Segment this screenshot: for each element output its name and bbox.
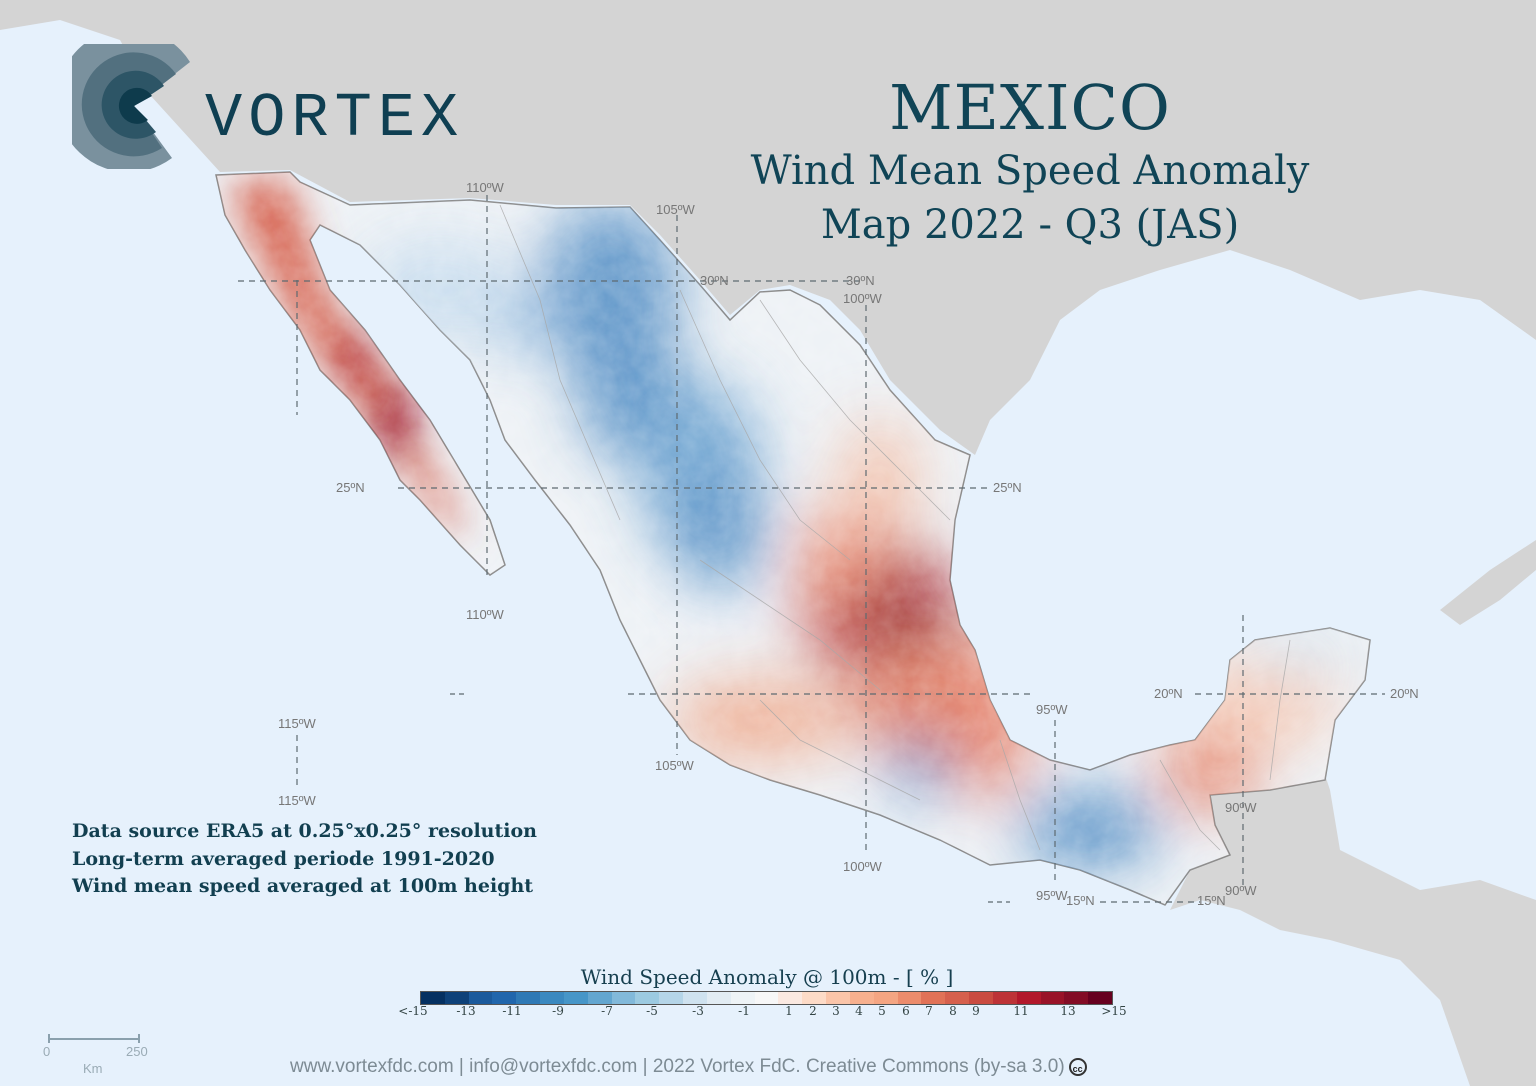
legend-tick-label: 3 — [832, 1004, 840, 1018]
graticule-label: 100ºW — [843, 291, 882, 306]
legend-swatch — [969, 992, 993, 1004]
footer-text: www.vortexfdc.com | info@vortexfdc.com |… — [290, 1056, 1065, 1077]
legend-swatch — [897, 992, 922, 1004]
legend-tick-label: 13 — [1060, 1004, 1076, 1018]
legend-tick-label: -5 — [646, 1004, 658, 1018]
legend-tick-label: 2 — [809, 1004, 817, 1018]
legend-title: Wind Speed Anomaly @ 100m - [ % ] — [580, 965, 954, 989]
legend-swatch — [754, 992, 779, 1004]
brand-name: VORTEX — [205, 83, 465, 154]
legend-swatch — [992, 992, 1017, 1004]
graticule-label: 90ºW — [1225, 800, 1257, 815]
legend-tick-label: 1 — [785, 1004, 793, 1018]
legend-tick-label: -3 — [692, 1004, 704, 1018]
legend-swatch — [945, 992, 970, 1004]
graticule-label: 30ºN — [846, 273, 875, 288]
legend-tick-label: 5 — [878, 1004, 886, 1018]
graticule-label: 15ºN — [1197, 893, 1226, 908]
legend-swatch — [849, 992, 874, 1004]
legend-tick-label: >15 — [1101, 1004, 1127, 1018]
map-subtitle-line2: Map 2022 - Q3 (JAS) — [820, 202, 1240, 248]
legend-tick-label: -7 — [601, 1004, 613, 1018]
legend-swatch — [540, 992, 564, 1004]
graticule-label: 30ºN — [700, 273, 729, 288]
scale-bar-tick-end — [138, 1034, 140, 1043]
scale-start-label: 0 — [43, 1044, 51, 1059]
legend-tick-label: 9 — [972, 1004, 980, 1018]
graticule-label: 20ºN — [1154, 686, 1183, 701]
graticule-label: 95ºW — [1036, 702, 1068, 717]
legend-swatch — [706, 992, 731, 1004]
legend-swatch — [611, 992, 636, 1004]
info-line-source: Data source ERA5 at 0.25°x0.25° resoluti… — [72, 820, 537, 842]
legend-tick-label: -13 — [456, 1004, 476, 1018]
legend-tick-label: 11 — [1013, 1004, 1029, 1018]
legend-swatch — [444, 992, 469, 1004]
legend-swatch — [826, 992, 850, 1004]
graticule-label: 95ºW — [1036, 888, 1068, 903]
legend-swatch — [659, 992, 684, 1004]
graticule-label: 115ºW — [278, 716, 316, 731]
legend-tick-label: <-15 — [398, 1004, 428, 1018]
legend-tick-label: -11 — [502, 1004, 522, 1018]
footer-credits: www.vortexfdc.com | info@vortexfdc.com |… — [290, 1056, 1087, 1078]
scale-bar-tick-start — [48, 1034, 50, 1043]
legend-swatch — [778, 992, 803, 1004]
scale-bar-line — [48, 1038, 140, 1040]
legend-swatch — [516, 992, 541, 1004]
legend-swatch — [1088, 992, 1113, 1004]
graticule-label: 105ºW — [655, 758, 694, 773]
info-line-period: Long-term averaged periode 1991-2020 — [72, 847, 495, 870]
legend-tick-label: -9 — [552, 1004, 564, 1018]
country-title: MEXICO — [889, 71, 1171, 144]
legend-swatch — [873, 992, 898, 1004]
legend-swatch — [587, 992, 612, 1004]
graticule-label: 110ºW — [466, 607, 504, 622]
legend-tick-label: 7 — [925, 1004, 933, 1018]
graticule-label: 115ºW — [278, 793, 316, 808]
legend-tick-label: 6 — [902, 1004, 910, 1018]
scale-unit-label: Km — [83, 1061, 103, 1076]
graticule-label: 25ºN — [993, 480, 1022, 495]
legend-tick-label: 8 — [949, 1004, 957, 1018]
legend-swatch — [421, 992, 445, 1004]
data-source-info: Data source ERA5 at 0.25°x0.25° resoluti… — [72, 818, 537, 901]
legend-swatch — [635, 992, 660, 1004]
legend-swatch — [468, 992, 493, 1004]
legend-colorbar — [420, 991, 1113, 1005]
graticule-label: 90ºW — [1225, 883, 1257, 898]
scale-bar — [46, 1034, 141, 1044]
legend-swatch — [1016, 992, 1041, 1004]
map-title-block: MEXICO Wind Mean Speed Anomaly Map 2022 … — [740, 72, 1320, 252]
legend-swatch — [492, 992, 517, 1004]
legend-tick-label: -1 — [738, 1004, 750, 1018]
map-subtitle-line1: Wind Mean Speed Anomaly — [750, 148, 1310, 194]
legend-tick-label: 4 — [855, 1004, 863, 1018]
legend-swatch — [563, 992, 588, 1004]
graticule-label: 20ºN — [1390, 686, 1419, 701]
graticule-label: 105ºW — [656, 202, 695, 217]
legend-swatch — [683, 992, 707, 1004]
scale-end-label: 250 — [126, 1044, 148, 1059]
legend-swatch — [802, 992, 827, 1004]
legend-tick-labels: <-15 -13 -11 -9 -7 -5 -3 -1 1 2 3 4 5 6 7 8 9 11 13 >15 — [398, 1004, 1140, 1020]
vortex-logo-icon — [72, 44, 190, 169]
legend-swatch — [921, 992, 946, 1004]
legend-swatch — [730, 992, 755, 1004]
graticule-label: 100ºW — [843, 859, 882, 874]
graticule-label: 25ºN — [336, 480, 365, 495]
legend-swatch — [1064, 992, 1089, 1004]
graticule-label: 15ºN — [1066, 893, 1095, 908]
creative-commons-icon: cc — [1068, 1057, 1087, 1076]
graticule-label: 110ºW — [466, 180, 504, 195]
info-line-height: Wind mean speed averaged at 100m height — [72, 875, 534, 897]
legend-swatch — [1040, 992, 1065, 1004]
